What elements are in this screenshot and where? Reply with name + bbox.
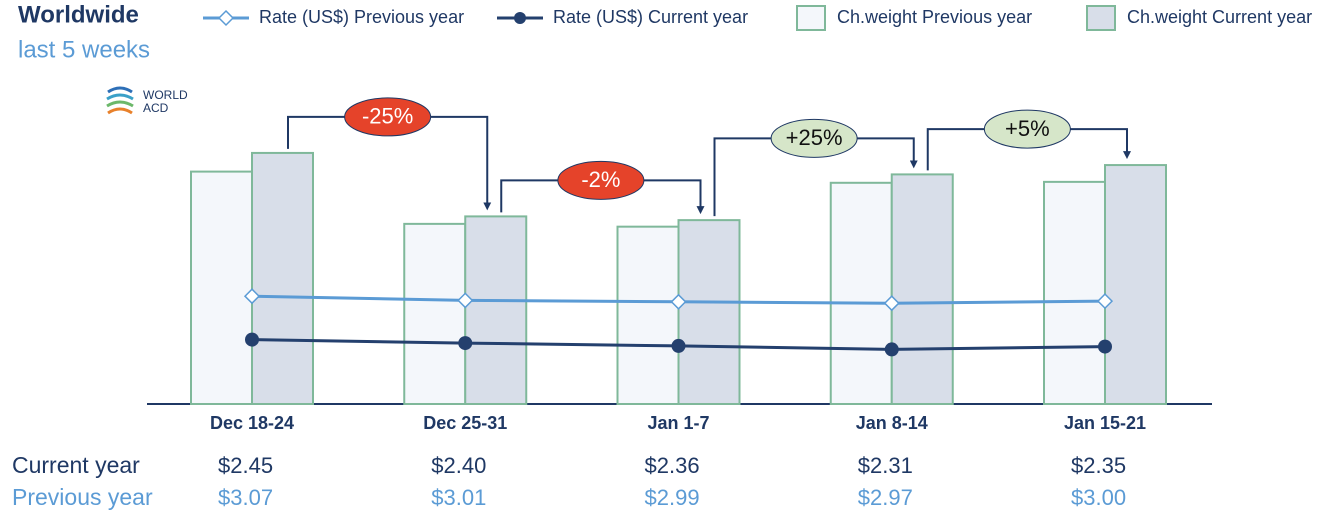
bar: [403, 222, 467, 405]
annotation-label: +5%: [1005, 116, 1050, 141]
bar: [190, 170, 253, 405]
bar: [251, 151, 314, 405]
bar: [1043, 180, 1106, 405]
table-value: $2.45: [218, 453, 273, 478]
table-value: $3.01: [431, 485, 486, 510]
x-tick-label: Jan 15-21: [1064, 413, 1146, 433]
rate-marker: [883, 295, 900, 312]
bar: [890, 173, 954, 405]
rate-marker: [457, 292, 474, 309]
chart-title: Worldwide: [18, 1, 139, 28]
logo-text: ACD: [143, 101, 169, 115]
table-row-label: Previous year: [12, 484, 153, 510]
legend-swatch: [1086, 5, 1116, 31]
rate-marker: [1096, 293, 1114, 310]
table-value: $2.35: [1071, 453, 1126, 478]
legend-marker: [514, 12, 526, 24]
legend-label: Rate (US$) Current year: [553, 7, 748, 27]
table-value: $2.40: [431, 453, 486, 478]
bar: [829, 181, 893, 405]
table-value: $2.31: [858, 453, 913, 478]
annotation-bubble: [770, 118, 858, 158]
annotation-bubble: [983, 109, 1071, 149]
annotation-bubble: [557, 160, 645, 200]
legend-marker: [217, 9, 235, 27]
rate-marker: [1098, 339, 1112, 354]
annotation-label: +25%: [786, 125, 843, 150]
legend-label: Ch.weight Current year: [1127, 7, 1312, 27]
rate-marker: [670, 293, 687, 310]
bar: [677, 219, 741, 405]
annotation-label: -2%: [581, 167, 620, 192]
logo-swirl: [106, 100, 134, 108]
table-row-label: Current year: [12, 452, 140, 478]
chart-subtitle: last 5 weeks: [18, 36, 150, 63]
logo: WORLD ACD: [106, 86, 188, 115]
rate-marker: [245, 332, 259, 347]
legend-label: Ch.weight Previous year: [837, 7, 1032, 27]
x-tick-label: Dec 25-31: [423, 413, 507, 433]
annotation-bubble: [344, 97, 432, 137]
table-value: $3.00: [1071, 485, 1126, 510]
rate-marker: [458, 336, 473, 351]
rate-marker: [884, 342, 899, 357]
table-value: $2.97: [858, 485, 913, 510]
legend-label: Rate (US$) Previous year: [259, 7, 464, 27]
logo-swirl: [107, 86, 133, 94]
logo-swirl: [107, 107, 133, 115]
x-tick-label: Jan 1-7: [647, 413, 709, 433]
logo-text: WORLD: [143, 88, 188, 102]
bar: [1104, 164, 1167, 405]
x-tick-label: Jan 8-14: [856, 413, 928, 433]
table-value: $2.36: [645, 453, 700, 478]
rate-marker: [671, 338, 686, 353]
table-value: $3.07: [218, 485, 273, 510]
rate-marker: [243, 288, 261, 305]
table-value: $2.99: [645, 485, 700, 510]
annotation-label: -25%: [362, 104, 413, 129]
bar: [616, 225, 680, 405]
bar: [464, 215, 528, 405]
x-tick-label: Dec 18-24: [210, 413, 294, 433]
logo-swirl: [106, 93, 134, 101]
legend-swatch: [796, 5, 826, 31]
